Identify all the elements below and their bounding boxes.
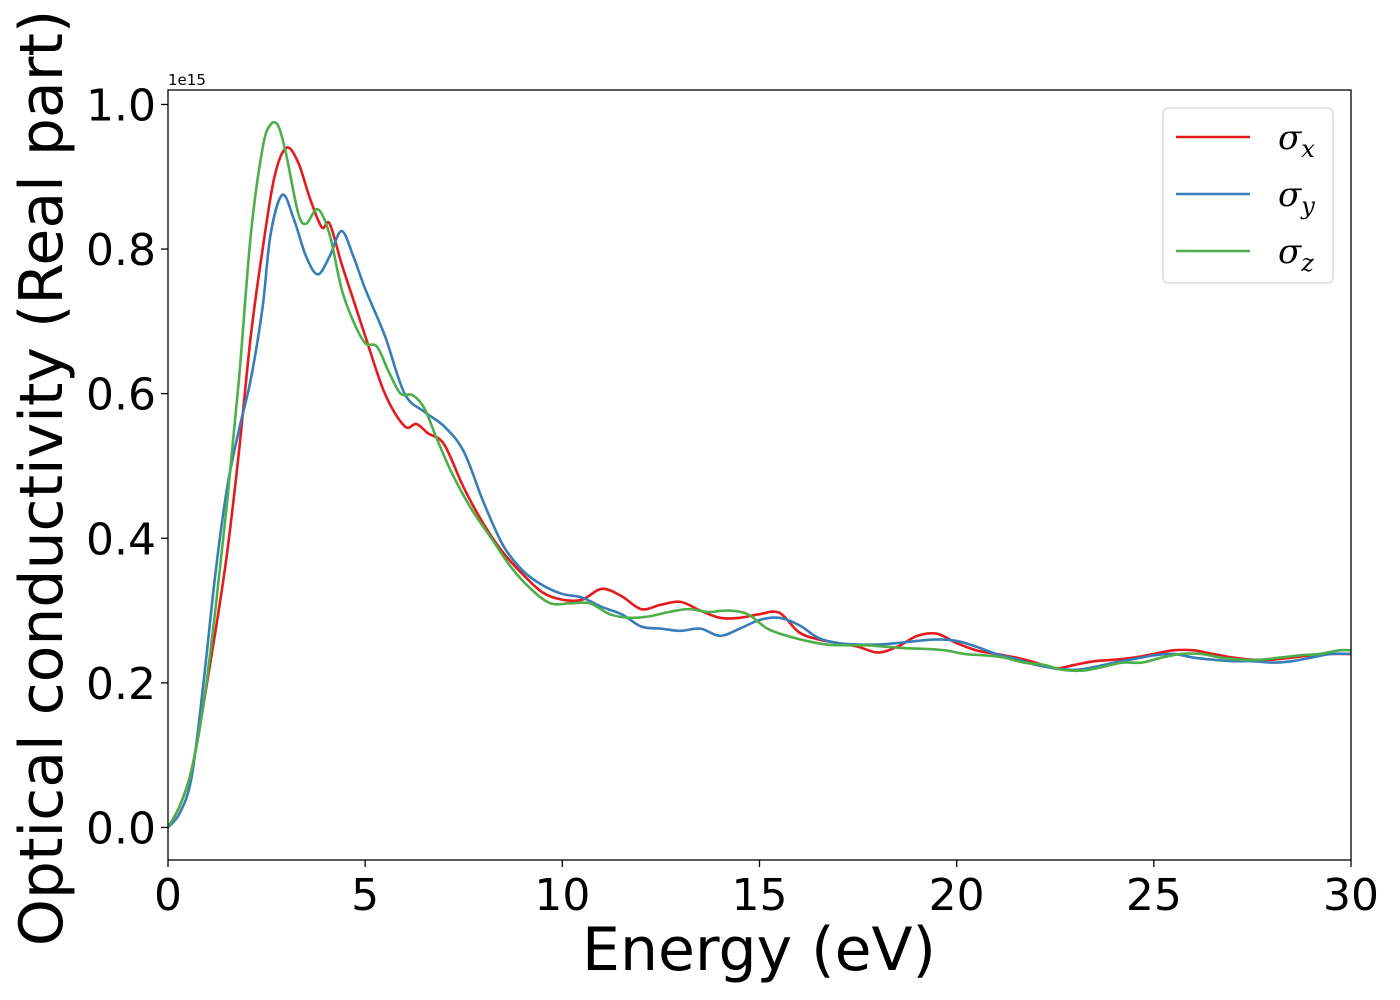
y-axis-label: Optical conductivity (Real part) bbox=[7, 10, 77, 947]
series-layer bbox=[168, 120, 1351, 829]
legend-label-y: σy bbox=[1278, 175, 1315, 220]
y-tick-label: 0.8 bbox=[86, 225, 156, 276]
x-tick-label: 15 bbox=[732, 870, 788, 921]
legend-label-x: σx bbox=[1278, 118, 1315, 163]
x-tick-label: 30 bbox=[1323, 870, 1379, 921]
y-tick-label: 0.2 bbox=[86, 659, 156, 710]
y-tick-label: 0.4 bbox=[86, 514, 156, 565]
y-axis-ticks: 0.0 0.2 0.4 0.6 0.8 1.0 bbox=[86, 80, 168, 854]
x-tick-label: 25 bbox=[1126, 870, 1182, 921]
legend-label-z: σz bbox=[1278, 232, 1314, 277]
legend-box bbox=[1162, 107, 1334, 284]
legend-entries: σx σy σz bbox=[1176, 118, 1315, 277]
series-line-z bbox=[168, 120, 1351, 829]
x-tick-label: 0 bbox=[154, 870, 182, 921]
y-tick-label: 0.0 bbox=[86, 803, 156, 854]
x-axis-ticks: 0 5 10 15 20 25 30 bbox=[154, 860, 1379, 921]
legend: σx σy σz bbox=[1162, 107, 1334, 284]
series-line-y bbox=[168, 193, 1351, 829]
y-offset-label: 1e15 bbox=[168, 71, 206, 89]
x-tick-label: 5 bbox=[351, 870, 379, 921]
x-tick-label: 10 bbox=[534, 870, 590, 921]
y-tick-label: 1.0 bbox=[86, 80, 156, 131]
series-line-x bbox=[168, 146, 1351, 829]
y-tick-label: 0.6 bbox=[86, 370, 156, 421]
plot-area bbox=[168, 90, 1351, 860]
x-axis-label: Energy (eV) bbox=[582, 915, 936, 985]
x-tick-label: 20 bbox=[929, 870, 985, 921]
